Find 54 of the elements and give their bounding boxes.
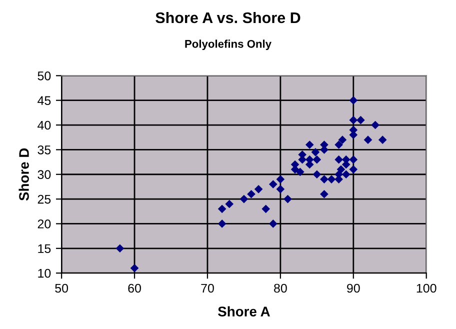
point — [276, 175, 285, 184]
point — [218, 220, 226, 228]
point — [276, 185, 285, 194]
point — [311, 148, 320, 156]
y-tick-label: 40 — [38, 120, 51, 130]
x-tick-label: 80 — [274, 284, 287, 293]
point — [364, 136, 372, 144]
point — [312, 155, 322, 164]
y-tick-label: 10 — [38, 268, 51, 278]
point — [349, 96, 358, 105]
x-tick-label: 60 — [128, 284, 141, 293]
y-tick-label: 20 — [38, 220, 51, 228]
chart-subtitle: Polyolefins Only — [185, 40, 272, 50]
y-axis-title: Shore D — [18, 148, 29, 201]
point — [378, 136, 387, 144]
point — [327, 175, 336, 184]
y-tick-label: 30 — [38, 170, 51, 180]
point — [296, 168, 304, 176]
point — [356, 116, 365, 124]
point — [336, 165, 346, 174]
point — [305, 140, 314, 149]
point — [284, 194, 292, 204]
point — [262, 204, 270, 214]
x-tick-label: 90 — [347, 284, 360, 293]
point — [218, 204, 226, 214]
chart-title: Shore A vs. Shore D — [156, 12, 300, 24]
point — [254, 185, 263, 194]
y-tick-label: 50 — [38, 71, 51, 80]
point — [334, 140, 343, 149]
y-tick-label: 45 — [38, 96, 51, 105]
y-tick-label: 35 — [38, 145, 51, 154]
point — [240, 194, 248, 204]
y-tick-label: 25 — [38, 194, 51, 204]
point — [349, 116, 358, 124]
point — [225, 200, 234, 208]
point — [312, 170, 322, 179]
point — [320, 175, 328, 184]
point — [130, 264, 139, 272]
point — [247, 190, 256, 198]
point — [349, 165, 358, 174]
y-tick-label: 15 — [38, 244, 51, 254]
point — [334, 155, 343, 164]
point — [338, 136, 347, 144]
point — [342, 170, 350, 179]
point — [268, 180, 278, 188]
point — [268, 220, 278, 228]
x-tick-label: 50 — [55, 284, 68, 293]
point — [116, 244, 124, 253]
point — [320, 190, 328, 198]
point — [349, 155, 358, 164]
x-tick-label: 100 — [416, 284, 436, 293]
x-tick-label: 70 — [201, 284, 214, 293]
x-axis-title: Shore A — [218, 306, 270, 316]
point — [371, 120, 380, 130]
